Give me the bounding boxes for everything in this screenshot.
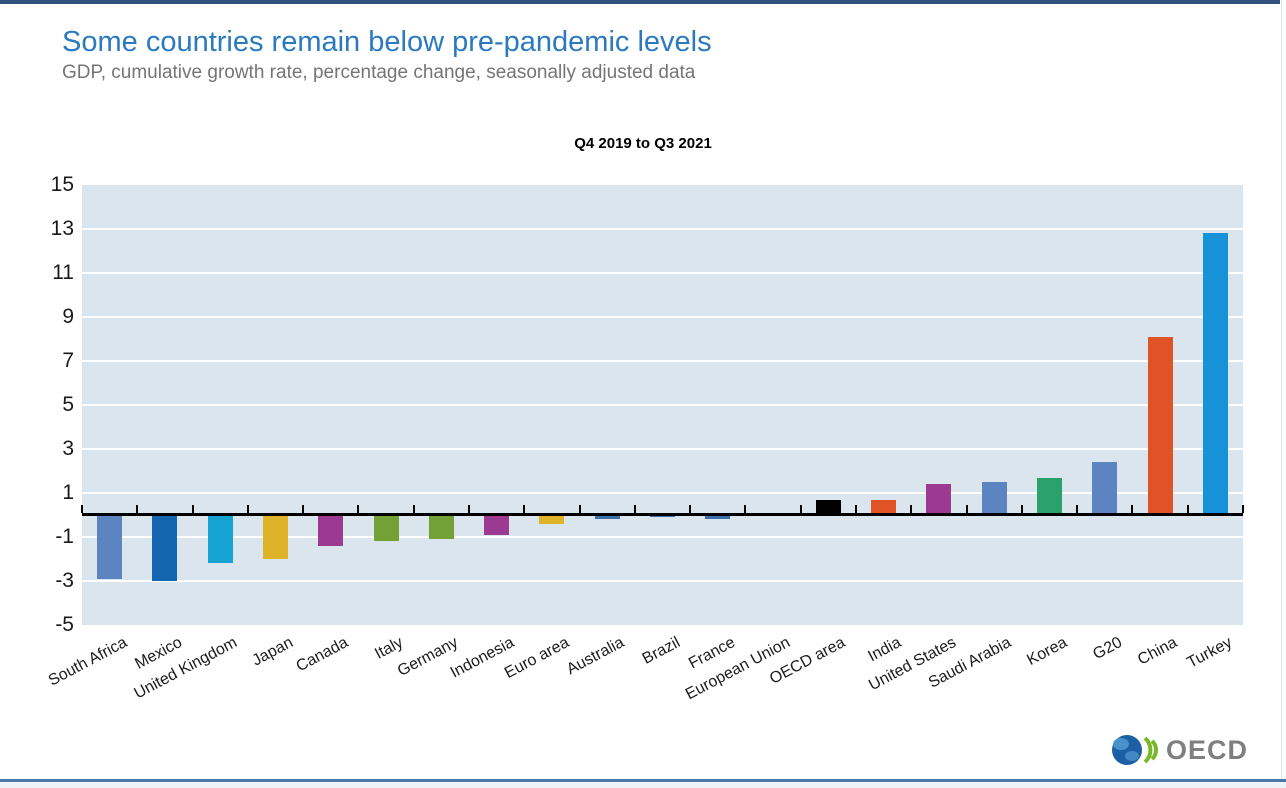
- y-axis-label: 15: [50, 173, 74, 196]
- bar-united-kingdom: [207, 515, 233, 564]
- plot-area: [81, 185, 1244, 625]
- page-subtitle: GDP, cumulative growth rate, percentage …: [62, 62, 696, 83]
- bottom-border-rule: [0, 779, 1286, 782]
- gridline: [82, 360, 1243, 362]
- y-axis-label: 13: [50, 217, 74, 240]
- x-tick: [1020, 505, 1023, 513]
- x-tick: [965, 505, 968, 513]
- bar-japan: [263, 515, 288, 559]
- oecd-logo: OECD: [1108, 729, 1248, 771]
- x-tick: [1242, 505, 1244, 513]
- y-axis-label: 11: [52, 261, 74, 284]
- gridline: [82, 580, 1243, 582]
- y-axis-label: 1: [62, 481, 74, 504]
- bar-indonesia: [484, 515, 510, 535]
- bar-turkey: [1202, 233, 1228, 515]
- y-axis-label: -5: [55, 613, 74, 636]
- bar-france: [705, 515, 731, 520]
- bar-euro-area: [539, 515, 565, 524]
- x-tick: [191, 505, 194, 513]
- oecd-logo-text: OECD: [1166, 734, 1249, 765]
- gridline: [82, 272, 1243, 274]
- y-axis-label: 3: [62, 437, 74, 460]
- gridline: [82, 404, 1243, 406]
- bar-mexico: [152, 515, 178, 581]
- x-tick: [855, 505, 857, 513]
- y-axis-label: -1: [55, 525, 74, 548]
- bar-australia: [594, 515, 620, 520]
- x-tick: [1131, 505, 1134, 513]
- y-axis-label: -3: [55, 569, 74, 592]
- x-tick: [136, 505, 139, 513]
- x-tick: [744, 505, 747, 513]
- bar-brazil: [650, 515, 675, 518]
- x-tick: [633, 505, 636, 513]
- top-border-rule: [0, 0, 1280, 4]
- bar-united-states: [926, 484, 952, 515]
- bottom-strip: [0, 782, 1286, 788]
- gridline: [82, 316, 1243, 318]
- page-title: Some countries remain below pre-pandemic…: [62, 26, 712, 58]
- x-tick: [302, 505, 305, 513]
- y-axis-label: 5: [62, 393, 74, 416]
- y-axis-label: 9: [62, 305, 74, 328]
- gridline: [82, 448, 1243, 450]
- bar-g20: [1092, 462, 1118, 515]
- right-border-rule: [1281, 0, 1282, 788]
- x-tick: [1076, 505, 1079, 513]
- gridline: [82, 536, 1243, 538]
- x-tick: [523, 505, 526, 513]
- bar-korea: [1037, 477, 1062, 515]
- x-tick: [689, 505, 692, 513]
- bar-south-africa: [97, 515, 123, 579]
- gridline: [82, 228, 1243, 230]
- x-tick: [357, 505, 360, 513]
- x-axis-line: [82, 513, 1243, 516]
- oecd-globe-icon: [1112, 735, 1159, 765]
- x-tick: [1186, 505, 1189, 513]
- bar-oecd-area: [815, 499, 841, 515]
- x-tick: [246, 505, 249, 513]
- x-tick: [81, 505, 83, 513]
- bar-italy: [373, 515, 399, 542]
- bar-india: [871, 499, 897, 515]
- x-tick: [468, 505, 470, 513]
- bar-canada: [318, 515, 344, 546]
- x-tick: [412, 505, 415, 513]
- bar-saudi-arabia: [981, 482, 1007, 515]
- x-tick: [578, 505, 581, 513]
- x-tick: [910, 505, 913, 513]
- y-axis-label: 7: [62, 349, 74, 372]
- bar-china: [1147, 336, 1173, 515]
- chart-title: Q4 2019 to Q3 2021: [574, 135, 712, 152]
- bar-germany: [428, 515, 454, 540]
- x-tick: [799, 505, 802, 513]
- gridline: [82, 492, 1243, 494]
